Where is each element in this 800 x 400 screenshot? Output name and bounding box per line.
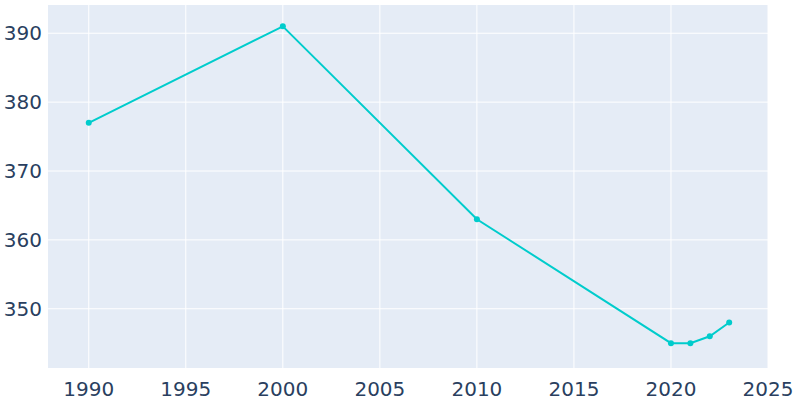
y-grid bbox=[48, 171, 768, 172]
line bbox=[89, 26, 729, 343]
y-grid bbox=[48, 239, 768, 240]
x-grid bbox=[88, 5, 89, 368]
y-tick-label: 350 bbox=[4, 297, 42, 321]
point bbox=[474, 216, 480, 222]
x-tick-label: 1995 bbox=[160, 377, 211, 400]
point bbox=[687, 340, 693, 346]
point bbox=[726, 320, 732, 326]
y-tick-label: 390 bbox=[4, 21, 42, 45]
x-tick-label: 1990 bbox=[63, 377, 114, 400]
chart: 1990 1995 2000 2005 2010 2015 2020 2025 350 360 37… bbox=[0, 0, 800, 400]
x-grid bbox=[573, 5, 574, 368]
y-grid bbox=[48, 102, 768, 103]
point bbox=[86, 120, 92, 126]
x-tick-label: 2020 bbox=[646, 377, 697, 400]
x-grid bbox=[282, 5, 283, 368]
y-tick-label: 360 bbox=[4, 228, 42, 252]
y-tick-label: 380 bbox=[4, 90, 42, 114]
y-grid bbox=[48, 33, 768, 34]
x-tick-label: 2000 bbox=[257, 377, 308, 400]
series bbox=[86, 23, 732, 346]
x-tick-label: 2015 bbox=[548, 377, 599, 400]
x-grid bbox=[185, 5, 186, 368]
x-grid bbox=[670, 5, 671, 368]
x-grid bbox=[379, 5, 380, 368]
y-tick-label: 370 bbox=[4, 159, 42, 183]
x-tick-label: 2025 bbox=[743, 377, 794, 400]
x-grid bbox=[768, 5, 769, 368]
x-tick-label: 2005 bbox=[354, 377, 405, 400]
x-tick-label: 2010 bbox=[451, 377, 502, 400]
point bbox=[280, 23, 286, 29]
plot-area bbox=[48, 5, 768, 368]
point bbox=[668, 340, 674, 346]
x-grid bbox=[476, 5, 477, 368]
y-grid bbox=[48, 308, 768, 309]
point bbox=[707, 333, 713, 339]
